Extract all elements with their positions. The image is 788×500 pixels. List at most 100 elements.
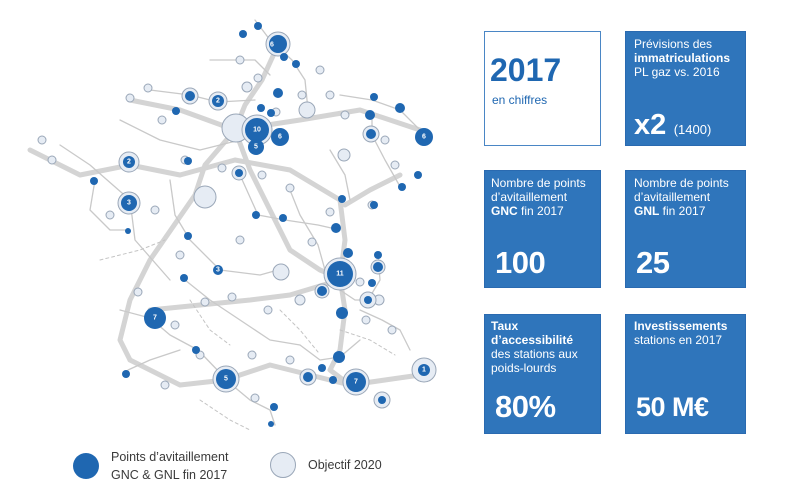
station-point xyxy=(368,279,376,287)
card-invest-line2: stations en 2017 xyxy=(634,333,723,347)
station-point xyxy=(378,396,386,404)
planned-road xyxy=(339,329,396,356)
road xyxy=(184,279,301,346)
station-point xyxy=(329,376,337,384)
card-forecast-value: x2 (1400) xyxy=(634,109,711,142)
road xyxy=(339,94,426,136)
road xyxy=(127,349,181,371)
card-gnc: Nombre de points d’avitaillement GNC fin… xyxy=(484,170,601,288)
highway xyxy=(127,357,423,388)
highway xyxy=(127,157,343,203)
objective-point xyxy=(272,263,290,281)
station-point xyxy=(184,157,192,165)
objective-point xyxy=(250,393,260,403)
station-point xyxy=(336,307,348,319)
objective-point xyxy=(143,83,153,93)
card-gnl-text: Nombre de points d’avitaillement GNL fin… xyxy=(634,176,729,218)
station-point xyxy=(270,403,278,411)
highway xyxy=(327,275,353,388)
highway xyxy=(147,277,343,313)
station-point xyxy=(373,262,383,272)
objective-point xyxy=(307,237,317,247)
card-invest-text: Investissements stations en 2017 xyxy=(634,319,727,347)
station-point xyxy=(121,195,137,211)
card-forecast-line3: PL gaz vs. 2016 xyxy=(634,65,720,79)
card-access-line3: des stations aux xyxy=(491,347,578,361)
station-point xyxy=(212,95,224,107)
legend-station-swatch xyxy=(73,453,99,479)
legend-station-line2: GNC & GNL fin 2017 xyxy=(111,468,228,482)
station-point xyxy=(180,274,188,282)
card-gnl-line3: GNL fin 2017 xyxy=(634,204,729,218)
station-count-label: 3 xyxy=(216,267,220,274)
card-year: 2017 en chiffres xyxy=(484,31,601,146)
station-count-label: 1 xyxy=(422,367,426,374)
station-point xyxy=(333,351,345,363)
station-point xyxy=(415,128,433,146)
card-access-line2: d’accessibilité xyxy=(491,333,574,347)
objective-point xyxy=(340,110,350,120)
objective-point xyxy=(315,65,325,75)
station-point xyxy=(398,183,406,191)
station-point xyxy=(239,30,247,38)
station-count-label: 5 xyxy=(254,144,258,151)
card-year-sub: en chiffres xyxy=(492,93,548,107)
objective-point xyxy=(125,93,135,103)
station-point xyxy=(235,169,243,177)
road xyxy=(225,379,276,426)
objective-point xyxy=(325,90,335,100)
station-count-label: 5 xyxy=(224,376,228,383)
card-invest: Investissements stations en 2017 50 M€ xyxy=(625,314,746,434)
objective-point xyxy=(380,135,390,145)
highway xyxy=(127,97,238,133)
station-point xyxy=(90,177,98,185)
legend-objective: Objectif 2020 xyxy=(270,452,382,478)
station-point xyxy=(343,248,353,258)
card-access-line1: Taux xyxy=(491,319,519,333)
objective-point xyxy=(337,148,351,162)
road xyxy=(119,309,226,379)
objective-point xyxy=(298,101,316,119)
objective-point xyxy=(47,155,57,165)
card-gnc-line1: Nombre de points xyxy=(491,176,586,190)
station-point xyxy=(418,364,430,376)
station-point xyxy=(185,91,195,101)
objective-point xyxy=(157,115,167,125)
station-point xyxy=(144,307,166,329)
card-gnl: Nombre de points d’avitaillement GNL fin… xyxy=(625,170,746,288)
planned-road xyxy=(99,239,166,261)
station-count-label: 6 xyxy=(270,42,274,49)
station-count-label: 7 xyxy=(153,315,157,322)
road xyxy=(359,309,411,351)
station-count-label: 7 xyxy=(354,379,358,386)
station-point xyxy=(273,88,283,98)
station-count-label: 2 xyxy=(216,98,220,105)
station-point xyxy=(327,261,353,287)
station-count-labels: 6 10 6 5 2 3 11 7 5 7 6 2 3 1 xyxy=(127,42,426,386)
station-point xyxy=(331,223,341,233)
station-point xyxy=(395,103,405,113)
station-point xyxy=(292,60,300,68)
station-point xyxy=(269,35,287,53)
legend-objective-label: Objectif 2020 xyxy=(308,458,382,472)
station-point xyxy=(257,104,265,112)
objective-point xyxy=(361,315,371,325)
objective-point xyxy=(105,210,115,220)
station-count-label: 11 xyxy=(336,271,344,278)
planned-road xyxy=(279,309,319,353)
station-point xyxy=(216,369,236,389)
station-point xyxy=(192,346,200,354)
card-gnl-line3-bold: GNL xyxy=(634,204,660,218)
station-point xyxy=(346,372,366,392)
station-point xyxy=(374,251,382,259)
card-access: Taux d’accessibilité des stations aux po… xyxy=(484,314,601,434)
road xyxy=(299,339,361,361)
objective-point xyxy=(200,297,210,307)
road xyxy=(329,149,351,201)
card-gnl-line1: Nombre de points xyxy=(634,176,729,190)
station-point xyxy=(213,265,223,275)
card-gnc-line2: d’avitaillement xyxy=(491,190,568,204)
card-forecast-note: (1400) xyxy=(673,122,712,137)
station-point xyxy=(370,93,378,101)
station-count-label: 3 xyxy=(127,200,131,207)
